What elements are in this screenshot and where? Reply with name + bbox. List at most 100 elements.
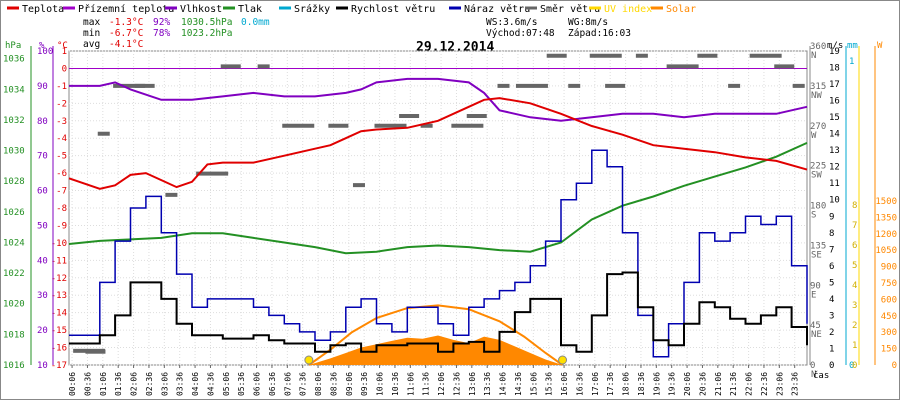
direction-mark bbox=[220, 64, 241, 69]
direction-mark bbox=[257, 64, 270, 69]
tick-ms: 13 bbox=[829, 146, 840, 156]
tick-ms: 10 bbox=[829, 196, 840, 206]
tick-uv: 3 bbox=[852, 301, 857, 311]
x-tick-label: 07:36 bbox=[299, 372, 308, 396]
stat-sunrise: Východ:07:48 bbox=[486, 28, 555, 39]
tick-degc: -9 bbox=[56, 221, 67, 231]
direction-mark bbox=[589, 53, 622, 58]
x-tick-label: 15:36 bbox=[545, 372, 554, 396]
tick-uv: 8 bbox=[852, 201, 857, 211]
tick-dir-label: NE bbox=[811, 330, 822, 340]
x-tick-label: 06:06 bbox=[253, 372, 262, 396]
tick-w: 750 bbox=[881, 279, 897, 289]
x-tick-label: 18:06 bbox=[622, 372, 631, 396]
tick-w: 0 bbox=[892, 361, 897, 371]
direction-mark bbox=[85, 349, 106, 354]
tick-ms: 6 bbox=[829, 262, 834, 272]
stat-wg: WG:8m/s bbox=[568, 17, 608, 28]
x-tick-label: 03:36 bbox=[176, 372, 185, 396]
x-tick-label: 04:36 bbox=[206, 372, 215, 396]
x-tick-label: 02:36 bbox=[145, 372, 154, 396]
tick-degc: -12 bbox=[51, 274, 67, 284]
x-tick-label: 21:06 bbox=[714, 372, 723, 396]
direction-mark bbox=[749, 53, 782, 58]
tick-ms: 15 bbox=[829, 113, 840, 123]
tick-dir: 45 bbox=[810, 321, 821, 331]
x-tick-label: 11:36 bbox=[422, 372, 431, 396]
tick-dir: 360 bbox=[810, 42, 826, 52]
direction-mark bbox=[134, 83, 155, 88]
stat-avg-temp: -4.1°C bbox=[109, 39, 143, 50]
tick-ms: 8 bbox=[829, 229, 834, 239]
tick-dir: 0 bbox=[810, 361, 815, 371]
direction-mark bbox=[451, 123, 484, 128]
x-tick-label: 16:06 bbox=[560, 372, 569, 396]
legend-label-wind: Rychlost větru bbox=[351, 3, 435, 15]
tick-degc: -13 bbox=[51, 291, 67, 301]
tick-w: 600 bbox=[881, 295, 897, 305]
tick-hpa: 1028 bbox=[3, 177, 25, 187]
tick-uv: 1 bbox=[852, 341, 857, 351]
x-tick-label: 12:06 bbox=[437, 372, 446, 396]
tick-dir-label: SW bbox=[811, 171, 822, 181]
axis-unit-pct: % bbox=[39, 41, 45, 51]
tick-ms: 9 bbox=[829, 212, 834, 222]
direction-mark bbox=[328, 123, 349, 128]
stat-ws: WS:3.6m/s bbox=[486, 17, 537, 28]
x-tick-label: 05:36 bbox=[237, 372, 246, 396]
tick-degc: -10 bbox=[51, 239, 67, 249]
direction-mark bbox=[497, 83, 510, 88]
tick-hpa: 1016 bbox=[3, 361, 25, 371]
tick-ms: 3 bbox=[829, 311, 834, 321]
left-axes: hPa% °C1016101810201022102410261028103010… bbox=[3, 41, 68, 371]
direction-mark bbox=[352, 183, 365, 188]
x-tick-label: 13:36 bbox=[483, 372, 492, 396]
x-tick-label: 02:06 bbox=[130, 372, 139, 396]
tick-hpa: 1024 bbox=[3, 238, 25, 248]
legend-label-temp: Teplota bbox=[22, 4, 64, 15]
x-tick-label: 13:06 bbox=[468, 372, 477, 396]
x-tick-label: 17:06 bbox=[591, 372, 600, 396]
x-tick-label: 07:06 bbox=[283, 372, 292, 396]
tick-degc: -5 bbox=[56, 152, 67, 162]
tick-dir-label: N bbox=[811, 370, 816, 380]
stats: max -1.3°C 92% 1030.5hPa 0.0mm min -6.7°C 78% 10… bbox=[83, 17, 631, 50]
tick-degc: -4 bbox=[56, 134, 67, 144]
series-solar-theory bbox=[308, 304, 564, 366]
series-temp bbox=[68, 97, 808, 190]
tick-dir-label: S bbox=[811, 211, 816, 221]
legend-label-dir: Směr větru bbox=[540, 3, 600, 15]
tick-pct: 20 bbox=[37, 326, 48, 336]
direction-mark bbox=[515, 83, 548, 88]
x-tick-label: 19:06 bbox=[652, 372, 661, 396]
tick-w: 1050 bbox=[875, 246, 897, 256]
x-tick-label: 21:36 bbox=[729, 372, 738, 396]
tick-uv: 7 bbox=[852, 221, 857, 231]
x-tick-label: 18:36 bbox=[637, 372, 646, 396]
x-tick-label: 03:06 bbox=[160, 372, 169, 396]
tick-hpa: 1034 bbox=[3, 85, 25, 95]
direction-mark bbox=[196, 171, 229, 176]
tick-w: 300 bbox=[881, 328, 897, 338]
right-axes: m/s mm W360N315NW270W225SW180S135SE90E45NE… bbox=[809, 41, 897, 380]
legend-label-feels: Přízemní teplota bbox=[78, 3, 174, 15]
legend-label-pressure: Tlak bbox=[238, 4, 262, 15]
tick-degc: 1 bbox=[62, 47, 67, 57]
stat-max-hum: 92% bbox=[153, 17, 170, 28]
tick-hpa: 1030 bbox=[3, 147, 25, 157]
tick-hpa: 1022 bbox=[3, 269, 25, 279]
tick-dir: 315 bbox=[810, 82, 826, 92]
stat-avg-label: avg bbox=[83, 39, 100, 50]
direction-mark bbox=[420, 123, 433, 128]
tick-degc: -16 bbox=[51, 344, 67, 354]
tick-degc: 0 bbox=[62, 64, 67, 74]
x-tick-label: 14:06 bbox=[499, 372, 508, 396]
direction-mark bbox=[113, 83, 146, 88]
sunset-marker bbox=[558, 355, 568, 365]
x-tick-label: 01:06 bbox=[99, 372, 108, 396]
tick-dir-label: W bbox=[811, 131, 817, 141]
tick-hpa: 1018 bbox=[3, 330, 25, 340]
x-tick-label: 09:06 bbox=[345, 372, 354, 396]
x-tick-label: 11:06 bbox=[406, 372, 415, 396]
stat-min-press: 1023.2hPa bbox=[181, 28, 232, 39]
